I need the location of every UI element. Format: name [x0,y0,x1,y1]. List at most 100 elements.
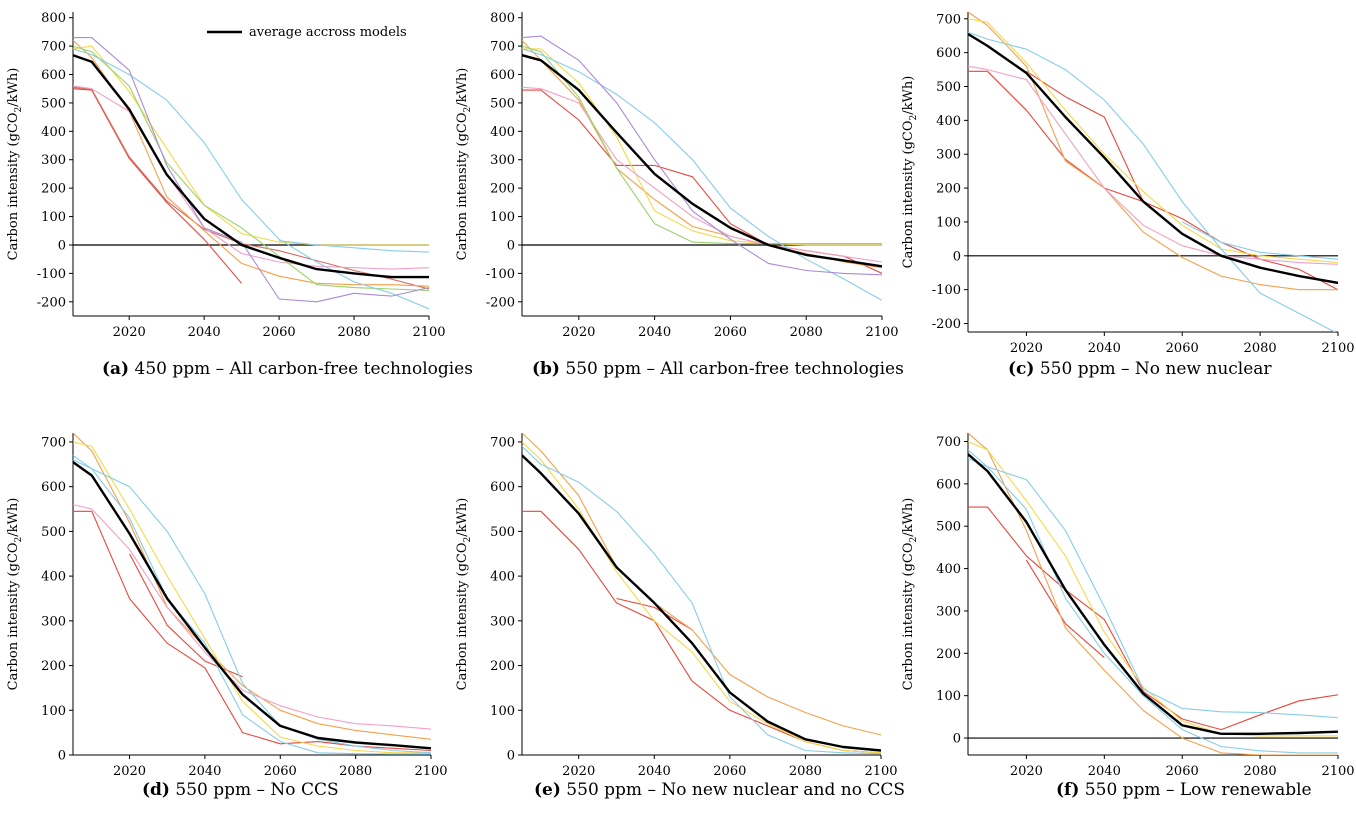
plot-area [968,11,1338,332]
x-tick-label: 2100 [865,325,898,340]
y-tick-label: 0 [953,249,961,264]
model-series-line [1181,221,1338,260]
y-tick-label: 600 [41,480,66,495]
y-tick-label: 0 [507,238,515,253]
panel-e: 0 100 200 300 400 500 600 700 2020 2040 2060 2080 21… [455,432,898,779]
y-tick-label: 400 [936,562,961,577]
panel-letter: (d) [142,780,170,800]
y-axis-label-unit: /kWh) [455,68,470,107]
x-tick-label: 2080 [1244,341,1277,356]
y-tick-label: -200 [37,295,66,310]
panel-letter: (b) [532,359,560,379]
y-axis-label: Carbon intensity (gCO2/kWh) [901,498,919,691]
y-tick-label: 700 [490,435,515,450]
y-axis-label-unit: /kWh) [6,68,21,107]
y-tick-label: -200 [932,317,961,332]
y-tick-label: 700 [936,435,961,450]
panel-a: -200 -100 0 100 200 300 400 500 600 700 800 2020 204… [6,11,446,340]
y-axis-label-text: Carbon intensity (gCO [6,542,21,690]
x-tick-label: 2040 [638,764,671,779]
x-tick-label: 2020 [113,764,146,779]
model-series-line [73,88,243,284]
model-series-line [279,240,429,253]
y-tick-label: 500 [490,96,515,111]
panel-caption-text: 550 ppm – No new nuclear and no CCS [560,780,906,800]
model-series-line [522,441,881,754]
x-tick-label: 2020 [1010,764,1043,779]
y-tick-label: 800 [490,11,515,26]
model-series-line [616,597,693,631]
y-tick-label: 100 [936,215,961,230]
y-tick-label: 400 [490,125,515,140]
x-tick-label: 2100 [414,764,447,779]
y-axis-label: Carbon intensity (gCO2/kWh) [455,68,473,261]
x-tick-label: 2100 [412,325,445,340]
model-series-line [73,45,429,246]
y-tick-label: 500 [41,96,66,111]
average-series-line [968,453,1338,735]
y-axis-label: Carbon intensity (gCO2/kWh) [6,498,24,691]
y-axis-label-unit: /kWh) [455,498,470,537]
x-tick-label: 2020 [562,325,595,340]
panel-caption-text: 550 ppm – No new nuclear [1034,359,1272,379]
x-tick-label: 2040 [188,325,221,340]
model-series-line [968,449,1338,719]
y-tick-label: 600 [936,477,961,492]
model-series-line [968,18,1338,264]
x-tick-label: 2040 [188,764,221,779]
panel-c: -200 -100 0 100 200 300 400 500 600 700 2020 2040 20… [901,11,1355,356]
x-tick-label: 2100 [1321,341,1354,356]
model-series-line [73,441,431,754]
panel-caption: (b) 550 ppm – All carbon-free technologi… [532,359,904,379]
x-tick-label: 2020 [1010,341,1043,356]
model-series-line [968,65,1338,265]
x-tick-label: 2020 [113,325,146,340]
y-tick-label: 0 [58,238,66,253]
y-axis-label-text: Carbon intensity (gCO [901,542,916,690]
y-tick-label: 600 [490,68,515,83]
plot-area [522,432,881,755]
y-tick-label: 600 [490,480,515,495]
y-tick-label: 100 [41,704,66,719]
y-axis-label-text: Carbon intensity (gCO [901,120,916,268]
model-series-line [522,510,881,754]
x-tick-label: 2100 [864,764,897,779]
plot-area [73,37,429,310]
x-tick-label: 2080 [339,764,372,779]
x-tick-label: 2040 [1088,341,1121,356]
y-tick-label: 200 [490,659,515,674]
panel-letter: (e) [534,780,561,800]
model-series-line [522,89,882,274]
y-axis-label-subscript: 2 [463,107,473,113]
model-series-line [522,35,882,276]
y-tick-label: 400 [41,570,66,585]
panel-caption-text: 550 ppm – Low renewable [1079,780,1312,800]
x-tick-label: 2060 [713,764,746,779]
y-tick-label: -100 [932,283,961,298]
x-tick-label: 2100 [1321,764,1354,779]
panel-caption-text: 550 ppm – No CCS [169,780,339,800]
y-tick-label: 100 [936,689,961,704]
model-series-line [129,553,243,678]
y-tick-label: 500 [41,525,66,540]
model-series-line [968,457,1338,754]
y-tick-label: 700 [41,40,66,55]
y-tick-label: 500 [490,525,515,540]
x-tick-label: 2060 [264,764,297,779]
panel-caption: (c) 550 ppm – No new nuclear [1008,359,1272,379]
x-tick-label: 2040 [1088,764,1121,779]
model-series-line [73,432,431,740]
y-axis-label-unit: /kWh) [6,498,21,537]
x-tick-label: 2060 [1166,341,1199,356]
y-axis-label: Carbon intensity (gCO2/kWh) [6,68,24,261]
panel-caption: (a) 450 ppm – All carbon-free technologi… [102,359,473,379]
y-tick-label: -100 [486,267,515,282]
y-tick-label: -100 [37,267,66,282]
y-axis-label-unit: /kWh) [901,498,916,537]
model-series-line [522,432,881,736]
model-series-line [968,70,1338,291]
model-series-line [73,510,431,752]
plot-area [522,35,882,301]
y-tick-label: 500 [936,520,961,535]
